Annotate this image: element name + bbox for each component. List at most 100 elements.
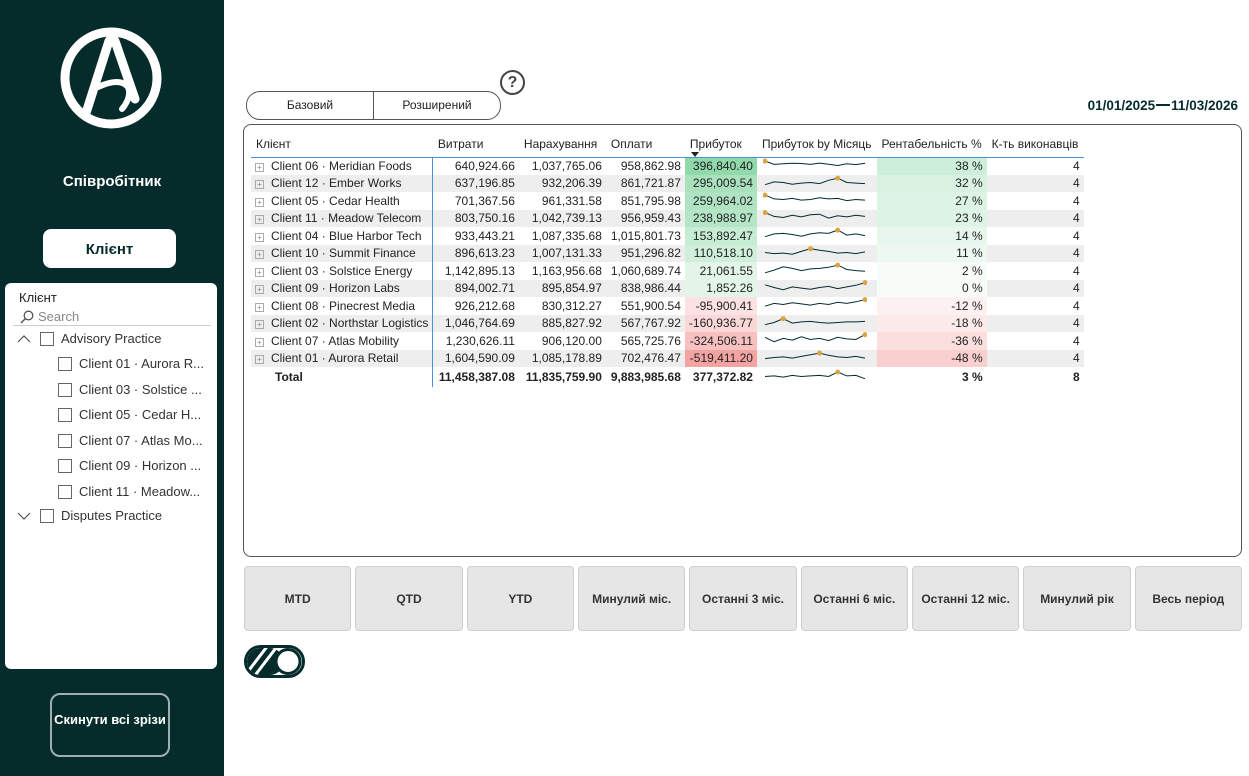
chevron-down-icon[interactable]: [17, 509, 31, 523]
slicer-item-client[interactable]: Client 03 · Solstice ...: [57, 380, 213, 400]
table-row[interactable]: + Client 06 · Meridian Foods 640,924.66 1,0…: [251, 157, 1084, 175]
expand-icon[interactable]: +: [255, 163, 264, 172]
margin-cell: 11 %: [876, 244, 987, 262]
slicer-item-disputes-practice[interactable]: Disputes Practice: [17, 506, 213, 526]
expand-icon[interactable]: +: [255, 320, 264, 330]
tab-basic[interactable]: Базовий: [247, 92, 374, 119]
payments-cell: 956,959.43: [605, 209, 685, 227]
profit-sparkline: [764, 297, 868, 307]
table-row[interactable]: + Client 10 · Summit Finance 896,613.23 1,0…: [251, 244, 1084, 262]
column-header[interactable]: Нарахування: [518, 132, 606, 158]
column-header[interactable]: Оплати: [605, 132, 685, 158]
profit-cell: -95,900.41: [684, 297, 757, 315]
sparkline-max-marker: [816, 350, 822, 356]
checkbox[interactable]: [58, 485, 72, 499]
date-end: 11/03/2026: [1171, 98, 1238, 113]
table-row[interactable]: + Client 12 · Ember Works 637,196.85 932,20…: [251, 174, 1084, 192]
table-row[interactable]: + Client 11 · Meadow Telecom 803,750.16 1,0…: [251, 209, 1084, 227]
reset-filters-button[interactable]: Скинути всі зрізи: [50, 693, 170, 757]
column-header-sorted[interactable]: Прибуток: [684, 132, 757, 158]
client-cell[interactable]: + Client 10 · Summit Finance: [251, 244, 434, 262]
sparkline-cell: [756, 209, 877, 227]
client-button[interactable]: Клієнт: [43, 229, 176, 268]
help-icon[interactable]: ?: [500, 70, 525, 95]
table-row[interactable]: + Client 05 · Cedar Health 701,367.56 961,3…: [251, 192, 1084, 210]
checkbox[interactable]: [58, 383, 72, 397]
column-header[interactable]: К-ть виконавців: [986, 132, 1084, 158]
margin-cell: -18 %: [876, 314, 987, 332]
client-cell[interactable]: + Client 12 · Ember Works: [251, 174, 434, 192]
slicer-search-input[interactable]: Search: [13, 308, 211, 326]
checkbox[interactable]: [40, 332, 54, 346]
client-cell[interactable]: + Client 07 · Atlas Mobility: [251, 332, 434, 350]
table-row[interactable]: + Client 08 · Pinecrest Media 926,212.68 83…: [251, 297, 1084, 315]
sparkline-max-marker: [862, 332, 868, 338]
accruals-cell: 932,206.39: [518, 174, 606, 192]
client-cell[interactable]: + Client 06 · Meridian Foods: [251, 157, 434, 175]
expand-icon[interactable]: +: [255, 215, 264, 225]
total-margin: 3 %: [961, 370, 983, 384]
table-row[interactable]: + Client 03 · Solstice Energy 1,142,895.13…: [251, 262, 1084, 280]
expand-icon[interactable]: +: [255, 302, 264, 312]
checkbox[interactable]: [40, 509, 54, 523]
table-row[interactable]: + Client 01 · Aurora Retail 1,604,590.09 1,…: [251, 349, 1084, 367]
slicer-item-advisory-practice[interactable]: Advisory Practice: [17, 329, 213, 349]
slicer-item-client[interactable]: Client 07 · Atlas Mo...: [57, 431, 213, 451]
table-row[interactable]: + Client 07 · Atlas Mobility 1,230,626.11 9…: [251, 332, 1084, 350]
slicer-item-client[interactable]: Client 11 · Meadow...: [57, 482, 213, 502]
chevron-up-icon[interactable]: [17, 332, 31, 346]
expand-icon[interactable]: +: [255, 197, 264, 207]
client-cell[interactable]: + Client 01 · Aurora Retail: [251, 349, 434, 367]
period-button[interactable]: Минулий рік: [1023, 566, 1131, 631]
period-button[interactable]: Останні 6 міс.: [800, 566, 908, 631]
expand-icon[interactable]: +: [255, 180, 264, 190]
column-header[interactable]: Витрати: [432, 132, 519, 158]
total-count: 8: [1072, 370, 1080, 384]
expand-icon[interactable]: +: [255, 285, 264, 295]
slicer-item-client[interactable]: Client 01 · Aurora R...: [57, 354, 213, 374]
slicer-item-client[interactable]: Client 05 · Cedar H...: [57, 405, 213, 425]
checkbox[interactable]: [58, 408, 72, 422]
period-button[interactable]: MTD: [244, 566, 352, 631]
matrix-table: Клієнт Витрати Нарахування Оплати Прибут…: [251, 132, 1084, 387]
expand-icon[interactable]: +: [255, 232, 264, 242]
expand-icon[interactable]: +: [255, 267, 264, 277]
payments-cell: 958,862.98: [620, 159, 681, 173]
expand-icon[interactable]: +: [255, 337, 264, 347]
client-cell[interactable]: + Client 05 · Cedar Health: [251, 192, 434, 210]
column-header[interactable]: Рентабельність %: [876, 132, 987, 158]
checkbox[interactable]: [58, 459, 72, 473]
profit-cell: -519,411.20: [684, 349, 757, 367]
sparkline-path: [764, 281, 866, 290]
payments-cell: 951,296.82: [605, 244, 685, 262]
client-cell[interactable]: + Client 02 · Northstar Logistics: [251, 314, 434, 332]
expand-icon[interactable]: +: [255, 355, 264, 365]
period-button[interactable]: YTD: [466, 566, 574, 631]
period-button[interactable]: Весь період: [1134, 566, 1242, 631]
period-button[interactable]: Минулий міс.: [577, 566, 686, 631]
client-cell[interactable]: + Client 08 · Pinecrest Media: [251, 297, 434, 315]
sparkline-max-marker: [762, 209, 768, 215]
client-cell[interactable]: + Client 11 · Meadow Telecom: [251, 209, 434, 227]
sparkline-max-marker: [807, 245, 813, 251]
checkbox[interactable]: [58, 434, 72, 448]
theme-toggle[interactable]: [244, 645, 305, 678]
client-slicer: Клієнт Search Advisory Practice Client 0…: [5, 283, 217, 669]
slicer-item-label: Client 07 · Atlas Mo...: [79, 433, 203, 448]
column-header[interactable]: Прибуток by Місяць: [756, 132, 877, 158]
checkbox[interactable]: [58, 357, 72, 371]
period-button[interactable]: Останні 3 міс.: [689, 566, 797, 631]
column-header[interactable]: Клієнт: [251, 132, 433, 158]
tab-extended[interactable]: Розширений: [402, 98, 472, 112]
client-cell[interactable]: + Client 03 · Solstice Energy: [251, 262, 434, 280]
sparkline-path: [764, 160, 866, 166]
slicer-item-client[interactable]: Client 09 · Horizon ...: [57, 456, 213, 476]
table-row[interactable]: + Client 04 · Blue Harbor Tech 933,443.21 1…: [251, 227, 1084, 245]
table-row[interactable]: + Client 02 · Northstar Logistics 1,046,76…: [251, 314, 1084, 332]
client-cell[interactable]: + Client 04 · Blue Harbor Tech: [251, 227, 434, 245]
table-row[interactable]: + Client 09 · Horizon Labs 894,002.71 895,8…: [251, 279, 1084, 297]
period-button[interactable]: QTD: [355, 566, 463, 631]
client-cell[interactable]: + Client 09 · Horizon Labs: [251, 279, 434, 297]
expand-icon[interactable]: +: [255, 250, 264, 260]
period-button[interactable]: Останні 12 міс.: [911, 566, 1020, 631]
